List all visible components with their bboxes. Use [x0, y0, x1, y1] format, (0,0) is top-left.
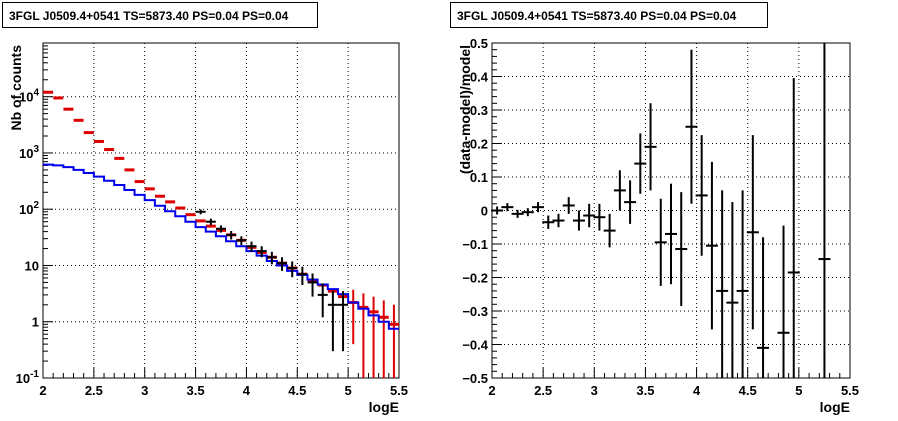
x-tick-label: 5: [795, 383, 802, 398]
y-tick-label: 0: [481, 204, 488, 219]
plot-frame: [42, 42, 400, 379]
y-tick-label: 1: [32, 315, 39, 330]
y-tick-label: −0.4: [462, 338, 488, 353]
x-tick-label: 3: [141, 383, 148, 398]
y-tick-label: 0.1: [470, 170, 488, 185]
x-tick-label: 2.5: [85, 383, 103, 398]
x-tick-label: 4.5: [288, 383, 306, 398]
x-axis-label: logE: [820, 399, 850, 415]
x-tick-label: 4.5: [739, 383, 757, 398]
x-tick-label: 5.5: [390, 383, 408, 398]
y-tick-label: 0.4: [470, 70, 489, 85]
y-tick-label: 103: [19, 144, 39, 161]
y-tick-label: 0.3: [470, 103, 488, 118]
x-tick-label: 2.5: [534, 383, 552, 398]
y-tick-label: 102: [19, 200, 39, 217]
y-tick-label: 104: [19, 88, 39, 105]
x-tick-label: 3.5: [636, 383, 654, 398]
plot-frame: [491, 42, 851, 379]
y-axis-label: (data-model)/model: [457, 45, 473, 174]
x-tick-label: 4: [693, 383, 701, 398]
counts-chart: 2 2.5 3 3.5 4 4.5 5 5.5 10-1 1 10 102 103 104 logE Nb o…: [8, 42, 408, 415]
x-tick-label: 3.5: [187, 383, 205, 398]
left-plot-title: 3FGL J0509.4+0541 TS=5873.40 PS=0.04 PS=…: [2, 2, 318, 28]
model-step-line: [43, 163, 399, 330]
y-tick-label: 10-1: [16, 369, 40, 386]
x-tick-label: 3: [591, 383, 598, 398]
y-tick-label: −0.2: [462, 271, 488, 286]
y-tick-label: −0.3: [462, 304, 488, 319]
y-tick-label: 10: [25, 258, 39, 273]
x-tick-label: 4: [243, 383, 251, 398]
x-tick-label: 5: [345, 383, 352, 398]
y-axis-label: Nb of counts: [8, 45, 24, 131]
x-tick-label: 2: [488, 383, 495, 398]
x-axis-label: logE: [369, 399, 399, 415]
x-tick-label: 2: [39, 383, 46, 398]
right-plot-title: 3FGL J0509.4+0541 TS=5873.40 PS=0.04 PS=…: [450, 2, 768, 28]
y-tick-label: 0.2: [470, 137, 488, 152]
y-tick-label: 0.5: [470, 36, 488, 51]
y-tick-label: −0.1: [462, 237, 488, 252]
y-tick-label: −0.5: [462, 371, 488, 386]
x-tick-label: 5.5: [841, 383, 859, 398]
